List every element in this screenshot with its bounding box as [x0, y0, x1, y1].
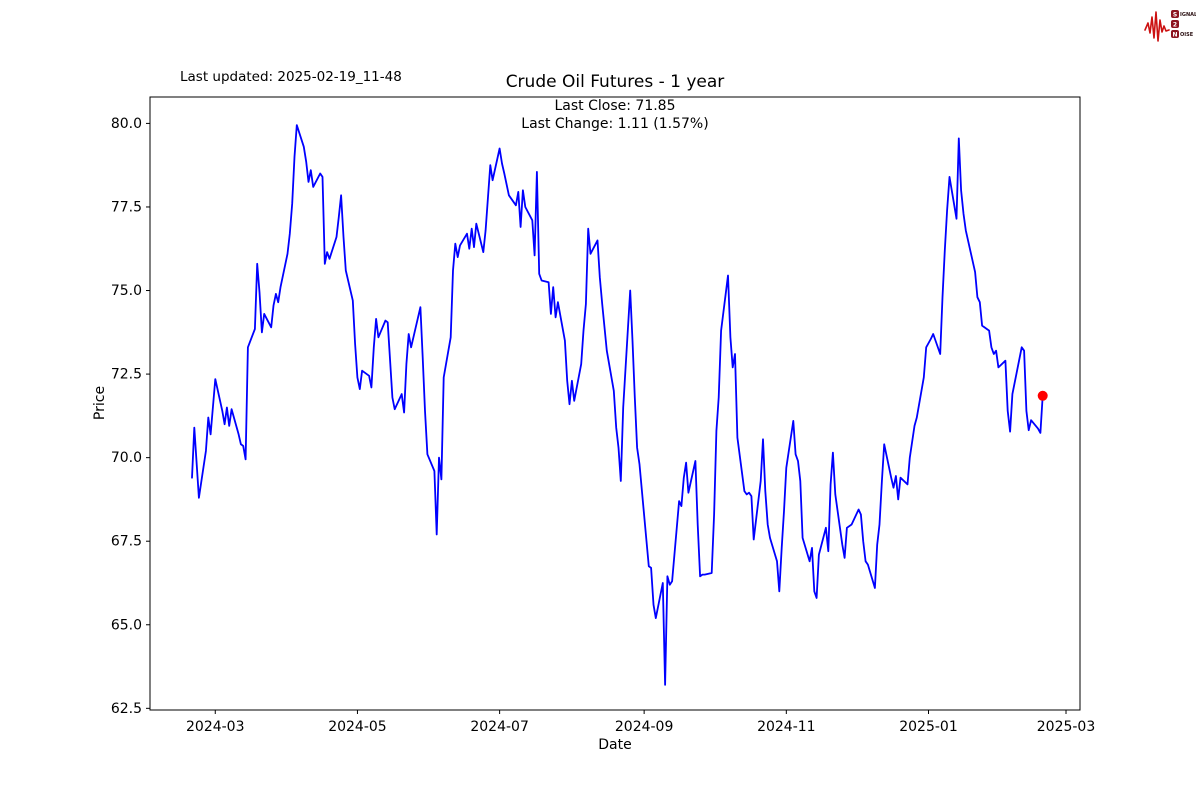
x-tick-label: 2024-07 — [470, 719, 529, 735]
plot-border — [149, 96, 1081, 711]
x-tick-label: 2024-09 — [615, 719, 674, 735]
logo-text-noise: OISE — [1180, 32, 1194, 38]
x-tick-label: 2024-11 — [757, 719, 816, 735]
y-tick-label: 62.5 — [111, 701, 142, 717]
y-tick-label: 75.0 — [111, 283, 142, 299]
signal2noise-logo: S IGNAL 2 N OISE — [1144, 10, 1196, 42]
logo-letter-s: S — [1173, 11, 1177, 18]
x-axis-label: Date — [598, 737, 632, 753]
chart-annotation: Last Close: 71.85 Last Change: 1.11 (1.5… — [0, 98, 1200, 133]
logo-waveform-icon — [1144, 11, 1170, 42]
last-price-marker — [1037, 390, 1048, 401]
y-tick-label: 67.5 — [111, 534, 142, 550]
logo-noise-row: N OISE — [1171, 30, 1194, 38]
logo-signal-row: S IGNAL — [1171, 10, 1196, 18]
last-updated-label: Last updated: 2025-02-19_11-48 — [180, 69, 402, 85]
logo-two-row: 2 — [1171, 20, 1179, 28]
last-change-label: Last Change: 1.11 (1.57%) — [521, 115, 709, 132]
last-close-label: Last Close: 71.85 — [554, 98, 676, 114]
y-tick-label: 65.0 — [111, 617, 142, 633]
x-tick-label: 2025-03 — [1037, 719, 1096, 735]
y-tick-label: 70.0 — [111, 450, 142, 466]
y-tick-label: 72.5 — [111, 367, 142, 383]
x-tick-label: 2024-05 — [328, 719, 387, 735]
logo-letter-2: 2 — [1173, 21, 1177, 28]
x-tick-label: 2025-01 — [899, 719, 958, 735]
y-tick-label: 80.0 — [111, 116, 142, 132]
logo-letter-n: N — [1172, 31, 1177, 38]
logo-text-signal: IGNAL — [1180, 12, 1196, 18]
x-tick-label: 2024-03 — [186, 719, 245, 735]
price-line — [191, 124, 1044, 686]
chart-title: Crude Oil Futures - 1 year — [505, 72, 725, 92]
y-tick-label: 77.5 — [111, 199, 142, 215]
